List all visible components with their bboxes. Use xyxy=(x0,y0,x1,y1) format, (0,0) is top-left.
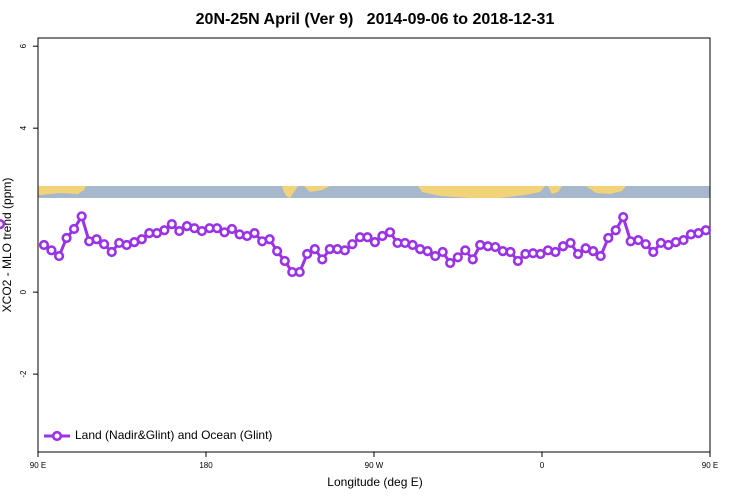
data-point xyxy=(618,212,629,223)
data-point xyxy=(565,237,576,249)
data-point xyxy=(550,246,561,258)
land xyxy=(548,186,562,194)
data-point xyxy=(264,234,275,245)
x-tick-label: 180 xyxy=(199,461,213,470)
data-point xyxy=(309,243,320,255)
data-point xyxy=(136,234,147,245)
data-point xyxy=(610,225,621,236)
y-axis-label: XCO2 - MLO trend (ppm) xyxy=(0,178,14,313)
land xyxy=(586,186,626,194)
data-point xyxy=(700,225,711,236)
data-point xyxy=(302,248,313,260)
data-point xyxy=(166,218,177,230)
data-point xyxy=(633,234,644,246)
data-point xyxy=(603,232,614,244)
data-point xyxy=(384,227,396,238)
y-tick-label: 4 xyxy=(19,125,28,130)
x-tick-label: 90 W xyxy=(365,461,384,470)
y-tick-label: 6 xyxy=(19,43,28,48)
y-tick-label: -2 xyxy=(19,370,28,378)
data-point xyxy=(678,234,689,246)
map-strip xyxy=(38,186,710,198)
data-point xyxy=(445,257,456,269)
data-point xyxy=(317,254,328,265)
data-point xyxy=(53,250,65,262)
data-point xyxy=(505,246,516,258)
data-point xyxy=(588,246,599,257)
legend-marker xyxy=(51,430,63,442)
land xyxy=(38,186,86,195)
data-point xyxy=(211,223,223,234)
data-point xyxy=(640,239,651,250)
data-point xyxy=(98,239,110,250)
data-point xyxy=(437,246,448,258)
data-point xyxy=(535,248,546,260)
data-point xyxy=(407,239,418,251)
data-point xyxy=(339,245,350,256)
data-point xyxy=(512,255,524,267)
data-point xyxy=(422,246,433,257)
data-point xyxy=(106,246,117,258)
data-point xyxy=(159,225,170,236)
data-point xyxy=(272,246,283,257)
data-point xyxy=(38,239,50,251)
legend-label: Land (Nadir&Glint) and Ocean (Glint) xyxy=(75,428,272,442)
x-axis-label: Longitude (deg E) xyxy=(327,475,422,489)
data-point xyxy=(347,239,358,250)
data-point xyxy=(452,252,463,263)
data-point xyxy=(467,254,478,265)
land xyxy=(282,186,298,198)
data-point xyxy=(0,218,6,230)
y-tick-label: 0 xyxy=(19,289,28,294)
data-point xyxy=(61,232,72,244)
data-point xyxy=(625,236,636,247)
data-point xyxy=(46,245,57,256)
data-point xyxy=(226,223,238,235)
data-point xyxy=(430,250,441,262)
data-point xyxy=(648,246,659,258)
x-tick-label: 90 E xyxy=(30,461,46,470)
data-point xyxy=(249,228,260,239)
land xyxy=(418,186,545,198)
data-point xyxy=(174,225,185,237)
data-point xyxy=(490,241,501,253)
data-point xyxy=(377,230,388,242)
data-point xyxy=(572,248,584,260)
land xyxy=(304,186,330,192)
data-point xyxy=(294,266,305,278)
data-point xyxy=(76,211,87,222)
data-point xyxy=(475,239,486,251)
chart-title: 20N-25N April (Ver 9) 2014-09-06 to 2018… xyxy=(196,11,555,28)
data-point xyxy=(369,237,381,248)
x-tick-label: 0 xyxy=(540,461,545,470)
data-point xyxy=(460,245,471,256)
data-point xyxy=(91,234,102,245)
data-point xyxy=(362,232,373,243)
data-point xyxy=(68,223,80,235)
data-point xyxy=(279,255,290,267)
data-point xyxy=(595,250,606,262)
x-tick-label: 90 E xyxy=(702,461,718,470)
